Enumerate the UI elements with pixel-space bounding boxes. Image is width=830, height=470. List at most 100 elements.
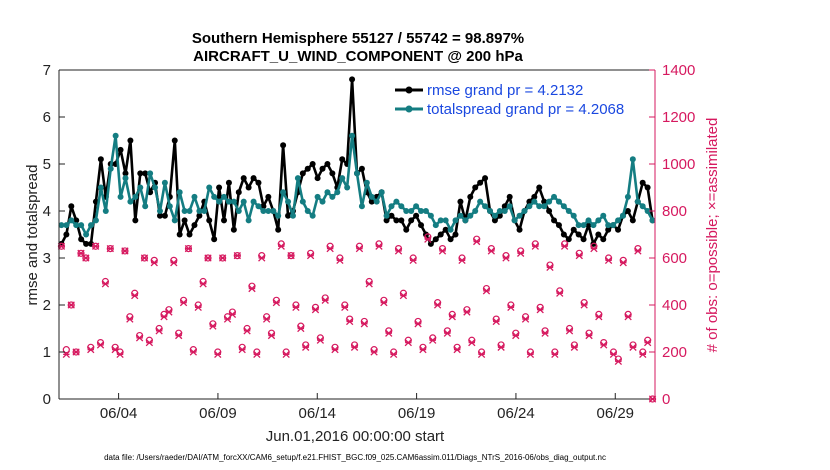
obs-assimilated-point: [443, 329, 452, 337]
totalspread-point: [196, 208, 203, 214]
rmse-point: [176, 231, 183, 238]
rmse-point: [161, 212, 168, 219]
y-tick-label: 4: [43, 203, 51, 220]
rmse-point: [211, 236, 218, 243]
y-tick-label: 0: [43, 391, 51, 408]
totalspread-point: [240, 198, 247, 205]
totalspread-point: [83, 231, 90, 238]
totalspread-point: [235, 208, 242, 214]
obs-assimilated-point: [311, 306, 320, 314]
totalspread-point: [462, 217, 469, 224]
obs-assimilated-point: [512, 331, 520, 340]
totalspread-point: [506, 203, 513, 210]
totalspread-point: [501, 208, 508, 214]
totalspread-point: [280, 189, 287, 196]
rmse-point: [398, 217, 405, 224]
obs-assimilated-point: [145, 338, 154, 347]
totalspread-point: [437, 217, 444, 224]
totalspread-point: [201, 208, 208, 214]
y-tick-label-right: 1200: [662, 109, 695, 126]
totalspread-point: [230, 198, 237, 205]
rmse-point: [63, 231, 70, 238]
totalspread-point: [649, 217, 656, 224]
totalspread-point: [88, 222, 95, 229]
totalspread-point: [418, 208, 425, 214]
rmse-point: [452, 231, 459, 238]
totalspread-point: [68, 217, 75, 224]
obs-assimilated-point: [87, 345, 95, 354]
totalspread-point: [565, 208, 572, 214]
rmse-point: [250, 175, 257, 182]
rmse-point: [196, 212, 203, 219]
obs-assimilated-point: [580, 301, 588, 309]
totalspread-point: [383, 212, 390, 219]
obs-assimilated-point: [297, 324, 305, 333]
rmse-point: [477, 179, 484, 186]
rmse-point: [644, 184, 651, 191]
totalspread-point: [176, 189, 183, 196]
totalspread-point: [191, 193, 198, 200]
obs-assimilated-point: [121, 247, 129, 255]
obs-assimilated-point: [72, 348, 80, 356]
obs-assimilated-point: [438, 247, 447, 255]
y-tick-label: 3: [43, 250, 51, 267]
rmse-point: [156, 212, 163, 219]
obs-assimilated-point: [116, 350, 124, 359]
obs-assimilated-point: [639, 350, 647, 359]
obs-assimilated-point: [394, 247, 403, 255]
obs-assimilated-point: [316, 336, 325, 344]
obs-assimilated-point: [414, 320, 422, 328]
rmse-point: [516, 226, 523, 233]
rmse-point: [235, 189, 242, 196]
rmse-point: [639, 179, 646, 186]
obs-assimilated-point: [575, 251, 583, 260]
legend: rmse grand pr = 4.2132 totalspread grand…: [395, 82, 624, 118]
obs-assimilated-point: [209, 322, 217, 330]
y-tick-label-right: 400: [662, 297, 687, 314]
rmse-point: [472, 184, 479, 191]
obs-assimilated-point: [101, 280, 110, 288]
rmse-point: [275, 226, 282, 233]
rmse-point: [285, 212, 292, 219]
obs-assimilated-point: [258, 254, 266, 262]
rmse-point: [565, 236, 572, 243]
totalspread-point: [393, 198, 400, 205]
rmse-point: [68, 203, 75, 210]
obs-assimilated-point: [468, 338, 476, 347]
rmse-point: [570, 226, 577, 233]
totalspread-point: [354, 170, 360, 177]
rmse-point: [536, 184, 543, 191]
rmse-point: [560, 231, 567, 238]
rmse-point: [191, 222, 198, 229]
totalspread-point: [575, 222, 582, 229]
totalspread-point: [324, 189, 331, 196]
totalspread-point: [560, 203, 567, 210]
y-tick-label-right: 200: [662, 344, 687, 361]
rmse-point: [181, 217, 188, 224]
obs-assimilated-point: [336, 256, 344, 265]
totalspread-point: [132, 193, 139, 200]
totalspread-point: [299, 198, 306, 205]
totalspread-point: [334, 189, 341, 196]
x-tick-label: 06/24: [497, 405, 535, 422]
rmse-point: [437, 231, 444, 238]
totalspread-point: [97, 184, 104, 191]
obs-assimilated-point: [463, 308, 471, 316]
obs-assimilated-point: [629, 343, 637, 351]
totalspread-point: [403, 208, 410, 214]
rmse-point: [304, 165, 311, 172]
totalspread-point: [255, 203, 262, 210]
obs-assimilated-point: [194, 303, 202, 312]
obs-assimilated-point: [277, 242, 285, 250]
totalspread-point: [432, 222, 439, 229]
totalspread-point: [245, 217, 252, 224]
rmse-point: [117, 146, 124, 153]
obs-assimilated-point: [287, 251, 295, 260]
y-axis-label-right: # of obs: o=possible; ×=assimilated: [704, 118, 721, 353]
totalspread-point: [482, 203, 489, 210]
y-tick-label-right: 1400: [662, 62, 695, 79]
obs-assimilated-point: [360, 320, 368, 328]
obs-assimilated-point: [272, 298, 281, 307]
obs-assimilated-point: [253, 350, 261, 359]
totalspread-point: [309, 212, 316, 219]
